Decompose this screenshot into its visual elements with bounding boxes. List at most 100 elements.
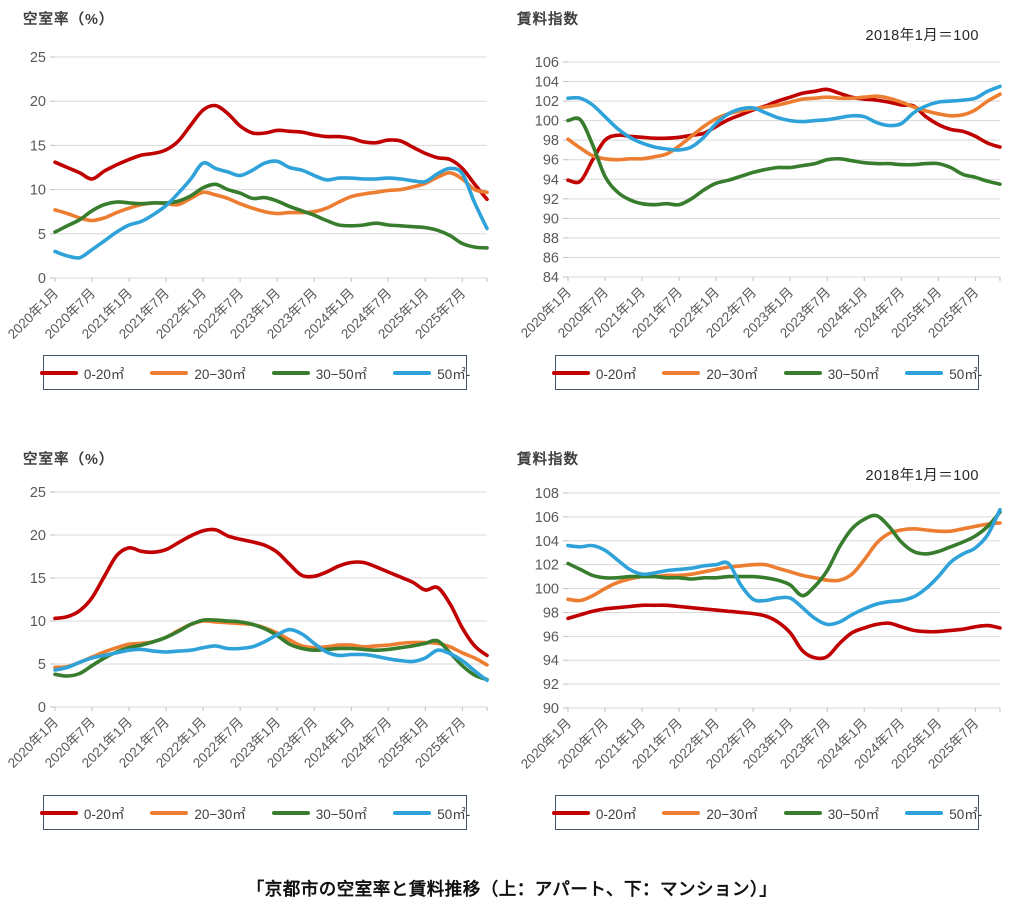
series-line — [53, 182, 489, 250]
chart-panel-mansion-vacancy: 空室率（%） 0 5 10 15 20 25 2020年1月 2020年7月 2021年1月 20… — [0, 440, 512, 880]
y-tick-label: 96 — [543, 629, 559, 645]
y-tick-label: 10 — [30, 614, 46, 630]
legend-swatch-line — [551, 370, 590, 375]
legend-label: 20−30㎡ — [194, 806, 246, 822]
plot-area: 0 5 10 15 20 25 2020年1月 2020年7月 2021年1月 2021年7月 20… — [0, 485, 512, 793]
legend-label: 50㎡- — [437, 806, 471, 822]
legend-swatch-line — [662, 810, 701, 815]
legend-swatch-line — [150, 810, 189, 815]
y-tick-label: 90 — [543, 211, 559, 227]
series-line — [53, 170, 489, 223]
legend: 0-20㎡ 20−30㎡ 30−50㎡ 50㎡- — [39, 355, 470, 390]
y-tick-label: 90 — [543, 701, 559, 717]
gridlines — [563, 61, 1000, 278]
legend-item: 30−50㎡ — [271, 803, 368, 823]
legend-label: 0-20㎡ — [595, 366, 637, 382]
legend-label: 20−30㎡ — [706, 806, 758, 822]
y-tick-label: 108 — [535, 486, 559, 502]
y-tick-label: 88 — [543, 231, 559, 247]
legend-label: 50㎡- — [437, 366, 471, 382]
y-tick-label: 102 — [535, 558, 559, 574]
x-axis-labels: 2020年1月2020年7月2021年1月2021年7月2022年1月2022年… — [5, 707, 488, 771]
series-line — [53, 527, 489, 658]
y-tick-label: 86 — [543, 250, 559, 266]
legend-label: 30−50㎡ — [315, 366, 368, 382]
legend-swatch-line — [783, 810, 822, 815]
y-tick-label: 15 — [30, 138, 46, 154]
series-lines — [53, 527, 489, 683]
legend-item: 20−30㎡ — [150, 803, 246, 823]
legend-item: 30−50㎡ — [783, 803, 880, 823]
series-line — [566, 603, 1002, 661]
y-tick-label: 94 — [543, 653, 559, 669]
legend-label: 30−50㎡ — [827, 366, 880, 382]
chart-panel-mansion-rent-index: 賃料指数 2018年1月＝100 90 92 94 96 98 100 102 104 106 1… — [512, 440, 1024, 880]
y-tick-label: 94 — [543, 172, 559, 188]
series-line — [53, 159, 489, 260]
legend-label: 20−30㎡ — [194, 366, 246, 382]
legend-item: 50㎡- — [905, 363, 982, 383]
y-tick-label: 92 — [543, 677, 559, 693]
legend-swatch-line — [783, 370, 822, 375]
legend-item: 30−50㎡ — [271, 363, 368, 383]
legend-swatch-line — [150, 370, 189, 375]
plot-area: 0 5 10 15 20 25 2020年1月 2020年7月 2021年1月 2021年7月 20… — [0, 45, 512, 353]
legend-label: 20−30㎡ — [706, 366, 758, 382]
chart-svg-mansion-rent-index: 90 92 94 96 98 100 102 104 106 108 2020年1月2020年7月2… — [518, 486, 1002, 772]
y-tick-label: 84 — [543, 270, 559, 286]
legend-label: 50㎡- — [949, 806, 983, 822]
legend-swatch-line — [39, 810, 78, 815]
y-tick-label: 104 — [535, 75, 559, 91]
plot-area: 84 86 88 90 92 94 96 98 100 102 104 106 2020年1月 2020年… — [512, 45, 1024, 353]
y-tick-label: 10 — [30, 183, 46, 199]
legend-swatch-line — [905, 370, 944, 375]
series-line — [53, 617, 489, 682]
legend-label: 30−50㎡ — [315, 806, 368, 822]
y-tick-label: 92 — [543, 192, 559, 208]
series-line — [53, 103, 489, 202]
legend-swatch-line — [271, 810, 310, 815]
y-axis-labels: 84 86 88 90 92 94 96 98 100 102 104 106 — [535, 55, 559, 286]
y-tick-label: 25 — [30, 485, 46, 501]
y-tick-label: 0 — [38, 271, 46, 287]
charts-grid: 空室率（%） 0 5 10 15 20 25 2020年1月 2020年7月 2021年1月 20… — [0, 0, 1024, 880]
chart-svg-apartment-rent-index: 84 86 88 90 92 94 96 98 100 102 104 106 2020年1月2020年… — [518, 55, 1002, 341]
series-line — [566, 507, 1002, 627]
legend-item: 0-20㎡ — [39, 803, 125, 823]
legend: 0-20㎡ 20−30㎡ 30−50㎡ 50㎡- — [551, 355, 982, 390]
chart-title: 賃料指数 — [517, 12, 579, 28]
legend-swatch-line — [393, 810, 432, 815]
legend-label: 0-20㎡ — [595, 806, 637, 822]
legend-item: 20−30㎡ — [662, 363, 758, 383]
y-tick-label: 104 — [535, 534, 559, 550]
legend-swatch-line — [662, 370, 701, 375]
base-period-annotation: 2018年1月＝100 — [865, 28, 979, 44]
base-period-annotation: 2018年1月＝100 — [865, 468, 979, 484]
chart-svg-apartment-vacancy: 0 5 10 15 20 25 2020年1月2020年7月2021年1月2021年7月20… — [5, 50, 489, 342]
legend-item: 0-20㎡ — [551, 803, 637, 823]
legend-label: 30−50㎡ — [827, 806, 880, 822]
legend-label: 0-20㎡ — [83, 806, 125, 822]
series-lines — [566, 507, 1002, 661]
figure-caption: 「京都市の空室率と賃料推移（上：アパート、下：マンション）」 — [246, 879, 778, 899]
legend-item: 50㎡- — [393, 363, 470, 383]
legend-item: 50㎡- — [905, 803, 982, 823]
gridlines — [50, 56, 487, 279]
y-axis-labels: 0 5 10 15 20 25 — [30, 50, 46, 287]
series-line — [53, 627, 489, 683]
y-tick-label: 102 — [535, 94, 559, 110]
legend: 0-20㎡ 20−30㎡ 30−50㎡ 50㎡- — [39, 795, 471, 830]
legend-item: 0-20㎡ — [39, 363, 124, 383]
chart-title: 空室率（%） — [23, 452, 115, 468]
chart-panel-apartment-vacancy: 空室率（%） 0 5 10 15 20 25 2020年1月 2020年7月 2021年1月 20… — [0, 0, 512, 440]
y-tick-label: 106 — [535, 55, 559, 71]
chart-svg-mansion-vacancy: 0 5 10 15 20 25 2020年1月2020年7月2021年1月2021年7月20… — [5, 485, 489, 771]
y-tick-label: 20 — [30, 528, 46, 544]
legend-swatch-line — [551, 810, 590, 815]
series-line — [566, 84, 1002, 152]
y-axis-labels: 0 5 10 15 20 25 — [30, 485, 46, 716]
chart-title: 空室率（%） — [23, 12, 115, 28]
x-axis-labels: 2020年1月2020年7月2021年1月2021年7月2022年1月2022年… — [5, 278, 488, 342]
legend-swatch-line — [39, 370, 78, 375]
legend-item: 0-20㎡ — [551, 363, 637, 383]
